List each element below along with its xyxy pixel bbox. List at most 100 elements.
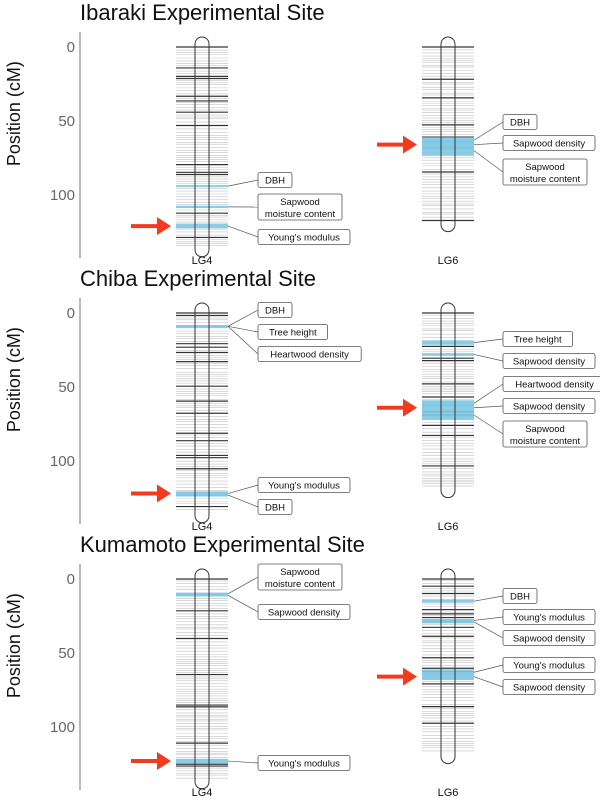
qtl-label: Heartwood density (270, 350, 349, 361)
qtl-label: Sapwood density (513, 634, 586, 645)
linkage-group-name: LG4 (192, 521, 213, 533)
qtl-leader-line (473, 150, 504, 173)
qtl-leader-line (473, 338, 504, 343)
qtl-band (422, 620, 474, 624)
qtl-leader-line (473, 383, 504, 404)
qtl-leader-line (473, 354, 504, 362)
qtl-band (176, 185, 228, 188)
qtl-band (422, 599, 474, 603)
qtl-label-box (257, 193, 343, 221)
qtl-band (422, 353, 474, 356)
qtl-leader-line (227, 494, 259, 508)
qtl-leader-line (227, 179, 259, 187)
linkage-group-name: LG4 (192, 255, 213, 267)
y-axis-label: Position (cM) (4, 61, 24, 166)
qtl-band (422, 140, 474, 150)
qtl-leader-line (227, 225, 259, 238)
panel-svg: Position (cM)050100LG4DBHSapwoodmoisture… (4, 32, 596, 267)
qtl-label: Sapwood density (513, 683, 586, 694)
qtl-leader-line (473, 621, 504, 639)
qtl-label-box (257, 563, 343, 591)
panel-chiba: Chiba Experimental Site Position (cM) 0 50… (0, 266, 600, 533)
linkage-group-lg6: LG6 Tree height Sapwood density Heartwood d… (377, 302, 600, 533)
qtl-band (422, 669, 474, 676)
panel-title: Chiba Experimental Site (80, 266, 317, 291)
qtl-label-box (257, 477, 351, 493)
qtl-label: Young's modulus (513, 613, 585, 624)
qtl-arrow-head (157, 484, 171, 503)
qtl-label-box (502, 331, 573, 347)
qtl-label: moisture content (265, 209, 336, 220)
qtl-label-box (502, 679, 596, 695)
y-axis-label: Position (cM) (4, 327, 24, 432)
qtl-label: DBH (510, 118, 530, 129)
panel-kumamoto: Kumamoto Experimental Site Position (cM)… (0, 532, 600, 799)
qtl-leader-line (473, 142, 504, 146)
linkage-group-name: LG4 (192, 787, 213, 799)
qtl-band (422, 340, 474, 345)
qtl-label-box (257, 499, 293, 515)
linkage-group-name: LG6 (438, 255, 459, 267)
qtl-leader-line (227, 326, 259, 355)
qtl-label: Sapwood (525, 424, 565, 435)
qtl-label-box (502, 135, 596, 151)
chromosome-outline (194, 568, 210, 790)
qtl-label-box (502, 114, 538, 130)
qtl-leader-line (227, 309, 259, 327)
qtl-band (176, 325, 228, 328)
qtl-label: DBH (265, 503, 285, 514)
qtl-label-box (502, 353, 596, 369)
qtl-label-box (257, 229, 351, 245)
qtl-leader-line (473, 616, 504, 621)
qtl-label-box (502, 376, 600, 392)
qtl-label: Sapwood (525, 162, 565, 173)
qtl-band (176, 594, 228, 597)
qtl-band (422, 673, 474, 680)
y-tick-label: 50 (58, 645, 75, 662)
chromosome-outline (440, 568, 456, 765)
chromosome-outline (440, 36, 456, 233)
qtl-label: moisture content (265, 579, 336, 590)
linkage-group-lg4: LG4 DBH Tree height Heartwood density Young'… (131, 302, 362, 533)
qtl-label-box (502, 588, 538, 604)
qtl-band (422, 400, 474, 407)
qtl-leader-line (227, 576, 259, 595)
qtl-band (176, 493, 228, 497)
qtl-label: Sapwood density (513, 139, 586, 150)
y-tick-label: 0 (67, 571, 75, 588)
qtl-band (176, 223, 228, 229)
qtl-band (422, 145, 474, 156)
y-tick-label: 50 (58, 113, 75, 130)
qtl-band (422, 410, 474, 420)
qtl-leader-line (227, 484, 259, 494)
linkage-group-name: LG6 (438, 521, 459, 533)
qtl-leader-line (473, 405, 504, 409)
qtl-leader-line (473, 676, 504, 688)
linkage-group-name: LG6 (438, 787, 459, 799)
qtl-label-box (257, 172, 293, 188)
qtl-band (422, 404, 474, 412)
qtl-label: Heartwood density (515, 380, 594, 391)
qtl-label-box (502, 158, 588, 186)
chromosome-outline (194, 36, 210, 258)
qtl-label-box (257, 324, 328, 340)
qtl-leader-line (473, 664, 504, 673)
qtl-leader-line (473, 121, 504, 141)
qtl-label-box (502, 609, 596, 625)
y-tick-label: 100 (50, 187, 75, 204)
y-tick-label: 100 (50, 719, 75, 736)
qtl-label: Tree height (514, 335, 562, 346)
qtl-label: Sapwood density (513, 402, 586, 413)
qtl-arrow-head (403, 398, 417, 417)
qtl-label: moisture content (510, 174, 581, 185)
qtl-leader-line (473, 414, 504, 435)
y-tick-label: 50 (58, 379, 75, 396)
chromosome-outline (440, 302, 456, 499)
qtl-label: Tree height (269, 328, 317, 339)
qtl-leader-line (473, 595, 504, 602)
qtl-leader-line (227, 594, 259, 613)
